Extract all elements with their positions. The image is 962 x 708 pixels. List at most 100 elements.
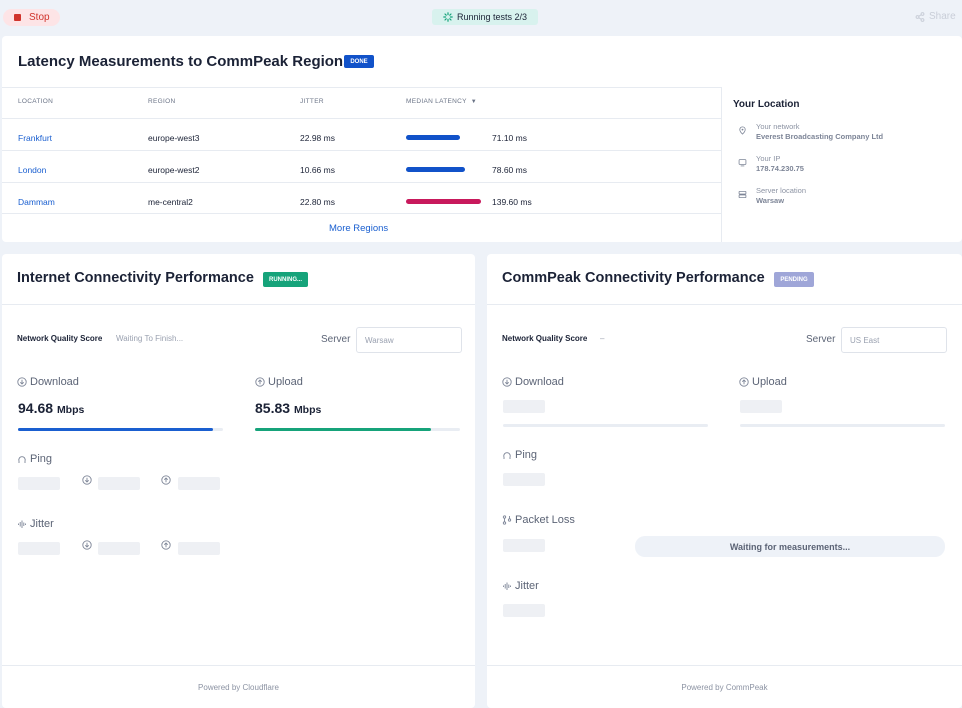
jitter-heading: Jitter: [502, 580, 539, 592]
ping-icon: [503, 452, 511, 459]
latency-bar-fill: [406, 135, 460, 140]
upload-label: Upload: [268, 376, 303, 388]
median-latency-cell: 78.60 ms: [492, 165, 527, 175]
server-select[interactable]: Warsaw: [356, 327, 462, 353]
server-label: Server: [806, 334, 836, 345]
divider: [2, 182, 721, 183]
divider: [487, 304, 962, 305]
server-select[interactable]: US East: [841, 327, 947, 353]
location-link[interactable]: Dammam: [18, 197, 55, 207]
download-label: Download: [515, 376, 564, 388]
column-header-median-latency[interactable]: MEDIAN LATENCY ▼: [406, 98, 477, 105]
packet-loss-skeleton: [503, 539, 545, 552]
download-heading: Download: [502, 376, 564, 388]
upload-icon: [161, 475, 171, 485]
status-badge: RUNNING...: [263, 272, 308, 287]
waiting-measurements-notice: Waiting for measurements...: [635, 536, 945, 557]
your-location-title: Your Location: [733, 99, 800, 110]
ping-upload-skeleton: [178, 477, 220, 490]
commpeak-performance-title: CommPeak Connectivity Performance: [502, 270, 765, 286]
latency-bar: [406, 167, 481, 172]
packet-loss-icon: [502, 515, 512, 525]
jitter-skeleton: [18, 542, 60, 555]
region-cell: europe-west3: [148, 133, 200, 143]
ping-heading: Ping: [17, 453, 52, 465]
ping-skeleton: [18, 477, 60, 490]
jitter-label: Jitter: [515, 580, 539, 592]
upload-heading: Upload: [255, 376, 303, 388]
jitter-cell: 10.66 ms: [300, 165, 335, 175]
download-label: Download: [30, 376, 79, 388]
divider: [487, 665, 962, 666]
spinner-icon: [443, 12, 453, 22]
download-progress-fill: [18, 428, 213, 431]
column-header-jitter[interactable]: JITTER: [300, 98, 324, 105]
commpeak-performance-card: CommPeak Connectivity Performance PENDIN…: [487, 254, 962, 708]
jitter-label: Jitter: [30, 518, 54, 530]
server-label: Server: [321, 334, 351, 345]
divider: [2, 87, 722, 88]
column-header-location[interactable]: LOCATION: [18, 98, 54, 105]
download-icon: [82, 540, 92, 550]
region-cell: me-central2: [148, 197, 193, 207]
latency-bar-fill: [406, 167, 466, 172]
divider: [2, 665, 475, 666]
jitter-download-skeleton: [98, 542, 140, 555]
network-quality-score-label: Network Quality Score: [502, 334, 588, 343]
latency-bar: [406, 199, 481, 204]
stop-label: Stop: [29, 12, 50, 23]
column-header-region[interactable]: REGION: [148, 98, 176, 105]
download-icon: [17, 377, 27, 387]
median-latency-cell: 71.10 ms: [492, 133, 527, 143]
jitter-heading: Jitter: [17, 518, 54, 530]
ping-skeleton: [503, 473, 545, 486]
server-location-label: Server location: [756, 186, 807, 195]
download-unit: Mbps: [56, 404, 85, 416]
location-link[interactable]: London: [18, 165, 47, 175]
location-pin-icon: [739, 126, 746, 135]
download-progress: [503, 424, 708, 427]
latency-title: Latency Measurements to CommPeak Regions: [18, 53, 352, 70]
share-icon: [915, 11, 925, 22]
packet-loss-label: Packet Loss: [515, 514, 575, 526]
ping-heading: Ping: [502, 449, 537, 461]
status-badge: PENDING: [774, 272, 814, 287]
running-label: Running tests 2/3: [456, 12, 528, 22]
network-quality-score-value: –: [600, 334, 605, 343]
share-button[interactable]: Share: [915, 11, 956, 22]
divider: [721, 87, 722, 242]
download-skeleton: [503, 400, 545, 413]
latency-bar: [406, 135, 481, 140]
sort-desc-icon: ▼: [470, 99, 478, 105]
download-value: 94.68 Mbps: [18, 400, 84, 416]
powered-by-footer: Powered by CommPeak: [681, 683, 768, 692]
jitter-skeleton: [503, 604, 545, 617]
stop-button[interactable]: Stop: [3, 9, 60, 26]
download-heading: Download: [17, 376, 79, 388]
jitter-cell: 22.98 ms: [300, 133, 335, 143]
stop-icon: [14, 14, 21, 21]
median-latency-cell: 139.60 ms: [492, 197, 532, 207]
internet-performance-title: Internet Connectivity Performance: [17, 270, 254, 286]
latency-card: Latency Measurements to CommPeak Regions…: [2, 36, 962, 242]
top-bar: Stop Running tests 2/3 Share: [0, 0, 962, 36]
jitter-upload-skeleton: [178, 542, 220, 555]
download-icon: [82, 475, 92, 485]
download-number: 94.68: [18, 400, 54, 416]
download-icon: [502, 377, 512, 387]
upload-icon: [161, 540, 171, 550]
upload-heading: Upload: [739, 376, 787, 388]
network-quality-score-value: Waiting To Finish...: [116, 334, 184, 343]
monitor-icon: [738, 159, 747, 167]
share-label: Share: [929, 11, 956, 22]
upload-unit: Mbps: [293, 404, 322, 416]
upload-progress: [740, 424, 945, 427]
upload-skeleton: [740, 400, 782, 413]
network-value: Everest Broadcasting Company Ltd: [756, 132, 884, 141]
more-regions-link[interactable]: More Regions: [329, 223, 389, 234]
jitter-cell: 22.80 ms: [300, 197, 335, 207]
location-link[interactable]: Frankfurt: [18, 133, 53, 143]
packet-loss-heading: Packet Loss: [502, 514, 575, 526]
upload-progress: [255, 428, 460, 431]
running-status: Running tests 2/3: [432, 9, 538, 25]
